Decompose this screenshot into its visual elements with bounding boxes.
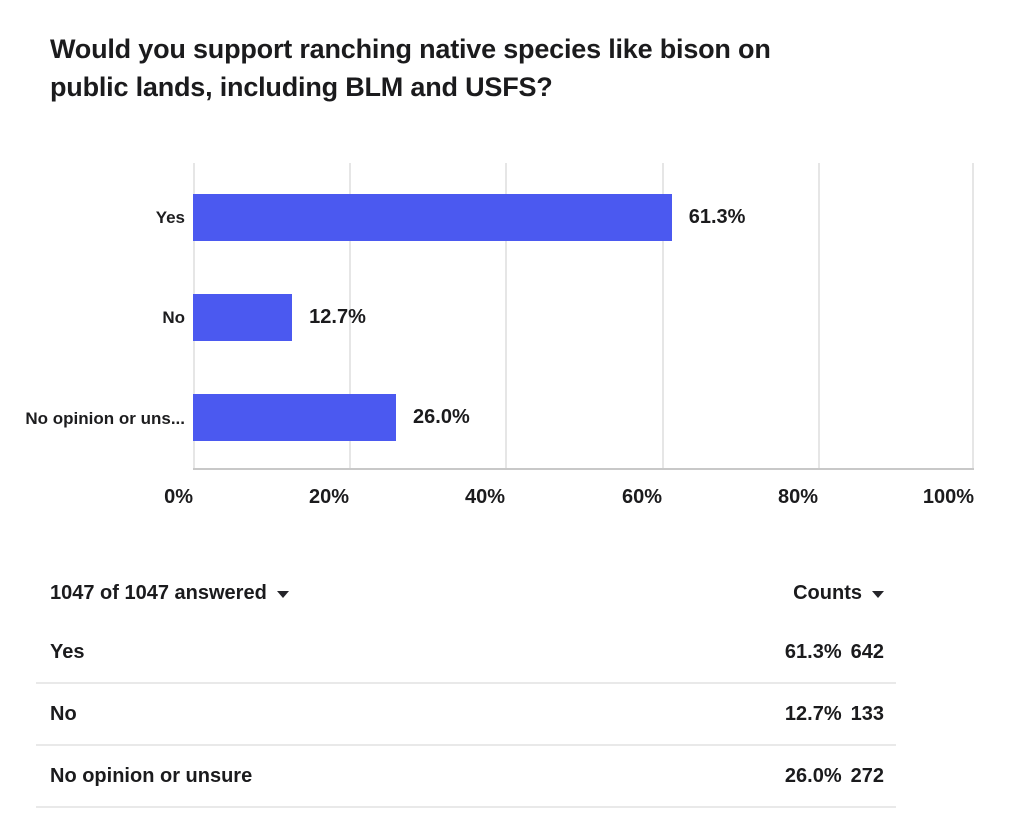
category-label-yes: Yes	[155, 208, 185, 227]
gridline-60pct	[661, 163, 664, 468]
results-table: 1047 of 1047 answered Counts Yes 61.3% 6…	[36, 565, 896, 808]
x-axis-tick-80: 80%	[777, 486, 818, 508]
x-axis-tick-20: 20%	[308, 486, 349, 508]
gridline-40pct	[505, 163, 508, 468]
x-axis-tick-0: 0%	[164, 486, 193, 508]
category-label-no-opinion: No opinion or uns...	[25, 409, 185, 428]
question-title-line2: public lands, including BLM and USFS?	[50, 72, 553, 102]
answered-dropdown[interactable]: 1047 of 1047 answered	[50, 582, 289, 605]
bar-value-label-yes: 61.3%	[688, 206, 746, 228]
bar-row-yes: 61.3%	[193, 194, 974, 241]
bar-value-label-no-opinion: 26.0%	[413, 406, 470, 428]
x-axis-line	[193, 468, 974, 470]
counts-column-label: Counts	[793, 582, 862, 604]
bar-no	[193, 294, 293, 341]
question-title: Would you support ranching native specie…	[50, 30, 950, 106]
category-label-no: No	[162, 308, 185, 327]
row-label: No	[50, 702, 77, 725]
bar-row-no: 12.7%	[193, 294, 974, 341]
row-value: 12.7% 133	[785, 703, 884, 726]
table-row-yes: Yes 61.3% 642	[36, 622, 896, 684]
counts-dropdown[interactable]: Counts	[793, 582, 884, 605]
bar-chart-plot-area: 61.3% 12.7% 26.0%	[193, 163, 974, 470]
chevron-down-icon	[276, 591, 289, 598]
gridline-20pct	[349, 163, 352, 468]
row-value: 61.3% 642	[785, 641, 884, 664]
row-label: No opinion or unsure	[50, 764, 253, 787]
x-axis-tick-100: 100%	[922, 486, 974, 508]
table-row-no: No 12.7% 133	[36, 684, 896, 746]
row-percent: 26.0%	[784, 764, 842, 787]
answered-count-label: 1047 of 1047 answered	[50, 582, 267, 604]
gridline-100pct	[972, 163, 974, 468]
bar-value-label-no: 12.7%	[309, 306, 366, 328]
bar-no-opinion	[193, 394, 397, 441]
question-title-line1: Would you support ranching native specie…	[50, 34, 771, 64]
gridline-80pct	[817, 163, 820, 468]
bar-yes	[193, 194, 672, 241]
chevron-down-icon	[872, 591, 884, 598]
table-row-no-opinion: No opinion or unsure 26.0% 272	[36, 746, 896, 808]
row-value: 26.0% 272	[785, 765, 884, 788]
row-percent: 61.3%	[784, 640, 842, 663]
bar-row-no-opinion: 26.0%	[193, 394, 974, 441]
results-table-header: 1047 of 1047 answered Counts	[36, 565, 896, 622]
row-percent: 12.7%	[784, 702, 842, 725]
row-label: Yes	[50, 640, 85, 663]
x-axis-tick-40: 40%	[464, 486, 505, 508]
row-count: 272	[850, 764, 884, 787]
row-count: 642	[850, 640, 884, 663]
row-count: 133	[850, 702, 884, 725]
x-axis-tick-60: 60%	[621, 486, 662, 508]
